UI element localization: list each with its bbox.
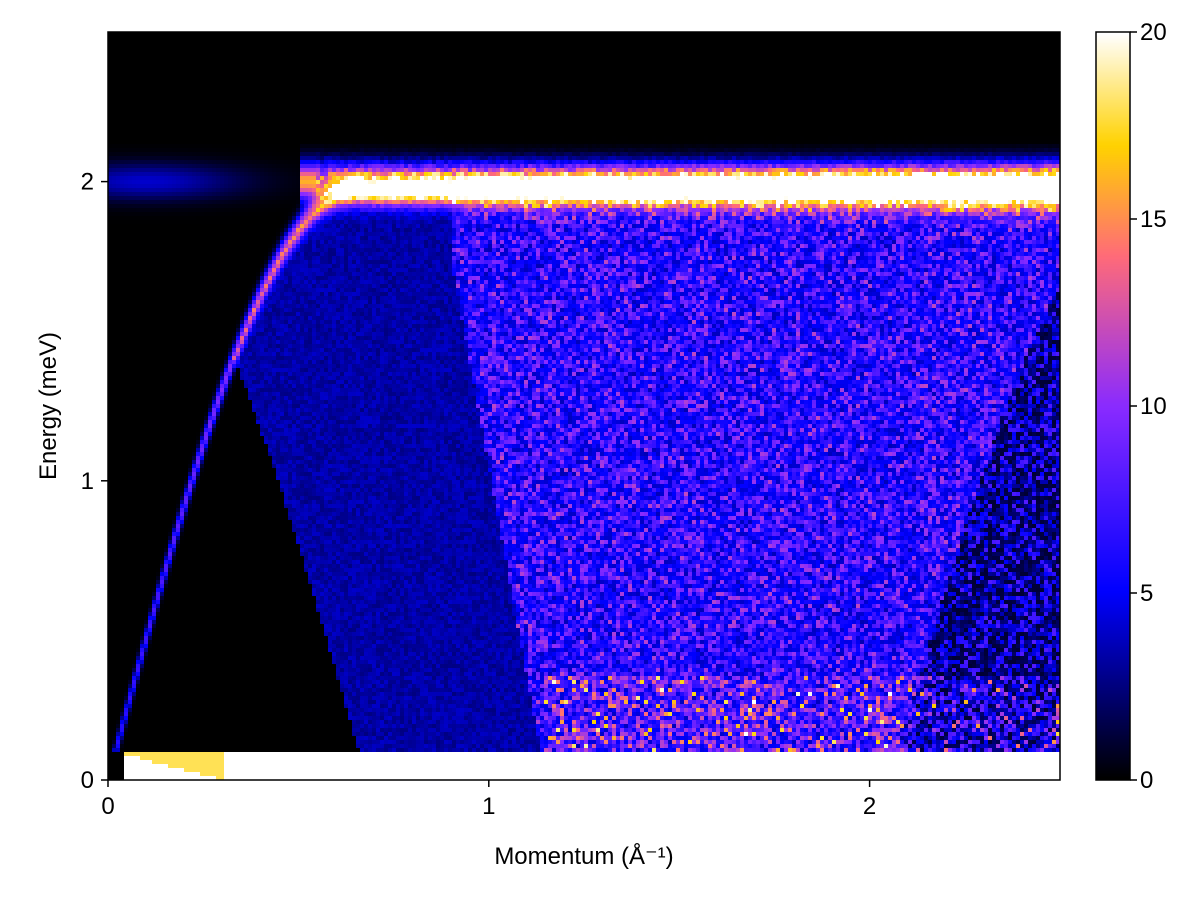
colorbar-frame xyxy=(1095,31,1131,781)
x-tick-label: 2 xyxy=(863,793,876,820)
colorbar-tick-label: 10 xyxy=(1140,393,1167,420)
x-tick-label: 0 xyxy=(101,793,114,820)
plot-frame xyxy=(107,31,1061,781)
y-tick-label: 2 xyxy=(81,169,94,196)
colorbar-ticks: 0 5 10 15 20 xyxy=(1130,19,1167,794)
y-tick-label: 0 xyxy=(81,767,94,794)
x-axis-ticks: 0 1 2 xyxy=(101,780,876,820)
colorbar-gradient xyxy=(1096,32,1130,780)
colorbar-tick-label: 15 xyxy=(1140,206,1167,233)
x-axis-label: Momentum (Å⁻¹) xyxy=(494,842,673,870)
y-tick-label: 1 xyxy=(81,468,94,495)
x-tick-label: 1 xyxy=(482,793,495,820)
intensity-heatmap xyxy=(108,32,1060,780)
colorbar-tick-label: 5 xyxy=(1140,580,1153,607)
colorbar-tick-label: 20 xyxy=(1140,19,1167,46)
y-axis-label: Energy (meV) xyxy=(35,332,62,480)
y-axis-ticks: 0 1 2 xyxy=(81,169,108,794)
colorbar-tick-label: 0 xyxy=(1140,767,1153,794)
